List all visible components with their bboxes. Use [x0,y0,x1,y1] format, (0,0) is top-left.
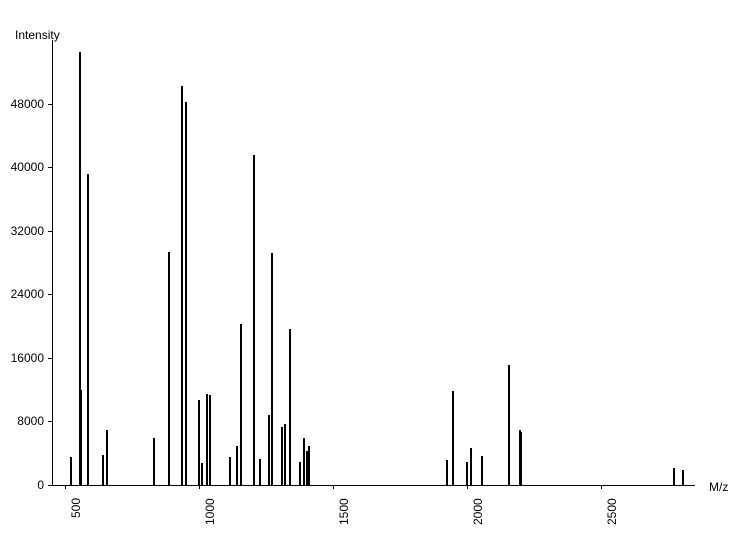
x-tick-label: 2000 [471,498,485,525]
x-tick [467,485,468,489]
y-tick [48,294,52,295]
spectrum-peak [236,446,238,485]
spectrum-peak [106,430,108,485]
spectrum-peak [508,365,510,485]
spectrum-peak [70,457,72,485]
y-tick-label: 48000 [0,97,44,111]
spectrum-peak [303,438,305,485]
spectrum-peak [80,390,82,485]
spectrum-peak [201,463,203,485]
spectrum-peak [481,456,483,485]
y-tick [48,231,52,232]
spectrum-peak [240,324,242,485]
mass-spectrum-chart: Intensity M/z 08000160002400032000400004… [0,0,750,540]
spectrum-peak [229,457,231,485]
spectrum-peak [102,455,104,485]
y-tick-label: 24000 [0,287,44,301]
spectrum-peak [198,400,200,485]
x-tick-label: 500 [69,498,83,518]
y-tick [48,421,52,422]
y-axis-line [52,40,53,485]
y-tick-label: 40000 [0,160,44,174]
spectrum-peak [289,329,291,485]
x-tick [601,485,602,489]
x-tick-label: 2500 [605,498,619,525]
y-tick-label: 0 [0,478,44,492]
spectrum-peak [466,462,468,485]
spectrum-peak [259,459,261,485]
spectrum-peak [446,460,448,485]
spectrum-peak [153,438,155,485]
spectrum-peak [284,424,286,485]
x-axis-label: M/z [709,480,728,494]
x-tick-label: 1500 [337,498,351,525]
spectrum-peak [181,86,183,485]
spectrum-peak [299,462,301,485]
y-tick-label: 8000 [0,414,44,428]
spectrum-peak [87,174,89,486]
spectrum-peak [271,253,273,485]
x-tick-label: 1000 [203,498,217,525]
y-tick [48,104,52,105]
y-tick [48,485,52,486]
x-tick [65,485,66,489]
spectrum-peak [209,395,211,485]
x-tick [333,485,334,489]
y-tick-label: 32000 [0,224,44,238]
x-axis-line [52,485,695,486]
y-tick-label: 16000 [0,351,44,365]
spectrum-peak [268,415,270,485]
y-tick [48,358,52,359]
spectrum-peak [168,252,170,485]
spectrum-peak [308,446,310,485]
spectrum-peak [470,448,472,485]
spectrum-peak [185,102,187,485]
x-tick [199,485,200,489]
spectrum-peak [253,155,255,485]
y-tick [48,167,52,168]
spectrum-peak [452,391,454,485]
spectrum-peak [682,470,684,485]
spectrum-peak [673,468,675,485]
spectrum-peak [520,432,522,485]
